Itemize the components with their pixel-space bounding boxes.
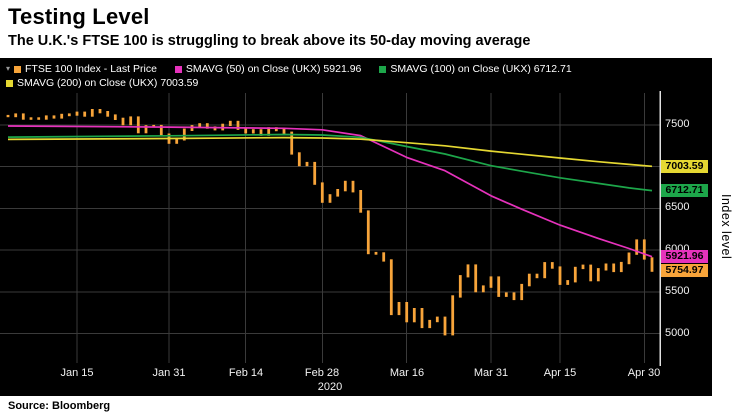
legend-label: SMAVG (100) on Close (UKX) 6712.71 [390,63,572,75]
chart-subtitle: The U.K.'s FTSE 100 is struggling to bre… [8,33,531,49]
legend-label: FTSE 100 Index - Last Price [25,63,157,75]
y-axis-title-strip: Index level [712,58,740,396]
legend-swatch-icon [6,79,13,87]
y-axis-tick-label: 7500 [665,117,690,130]
x-axis-tick-label: Jan 15 [60,367,94,379]
legend-row: SMAVG (200) on Close (UKX) 7003.59 [6,76,740,90]
price-badge: 7003.59 [661,159,708,173]
x-axis-year-label: 2020 [317,381,343,393]
x-axis-tick-label: Mar 31 [473,367,509,379]
legend-label: SMAVG (200) on Close (UKX) 7003.59 [17,77,199,89]
y-axis-title: Index level [719,194,733,260]
x-axis-tick-label: Apr 30 [627,367,661,379]
legend-swatch-icon [14,65,22,73]
x-axis-tick-label: Mar 16 [389,367,425,379]
legend-swatch-icon [174,65,182,73]
x-axis-tick-label: Apr 15 [543,367,577,379]
legend-row: ▾ FTSE 100 Index - Last Price SMAVG (50) o… [6,62,740,76]
legend-item[interactable]: ▾ FTSE 100 Index - Last Price [6,63,157,75]
legend-item[interactable]: SMAVG (200) on Close (UKX) 7003.59 [6,77,198,89]
legend-marker-icon: ▾ [6,64,11,73]
x-axis-tick-label: Jan 31 [152,367,186,379]
chart-header: Testing Level The U.K.'s FTSE 100 is str… [0,0,740,58]
y-axis-tick-label: 6500 [665,201,690,214]
smavg-line [7,133,653,192]
y-axis-tick-label: 5500 [665,284,690,297]
legend-swatch-icon [379,65,387,73]
price-badge: 5921.96 [661,250,708,264]
price-badge: 5754.97 [661,264,708,278]
price-badge: 6712.71 [661,184,708,198]
x-axis-tick-label: Feb 14 [228,367,264,379]
x-axis-tick-label: Feb 28 [304,367,340,379]
legend-label: SMAVG (50) on Close (UKX) 5921.96 [185,63,362,75]
legend-item[interactable]: SMAVG (100) on Close (UKX) 6712.71 [379,63,572,75]
chart-legend: ▾ FTSE 100 Index - Last Price SMAVG (50) o… [0,58,740,90]
legend-item[interactable]: SMAVG (50) on Close (UKX) 5921.96 [174,63,362,75]
chart-title: Testing Level [8,4,150,29]
smavg-line [7,125,653,258]
smavg-line [7,136,653,168]
price-plot [0,91,661,366]
chart-area: ▾ FTSE 100 Index - Last Price SMAVG (50) o… [0,58,740,396]
source-note: Source: Bloomberg [0,396,740,416]
y-axis-tick-label: 5000 [665,326,690,339]
